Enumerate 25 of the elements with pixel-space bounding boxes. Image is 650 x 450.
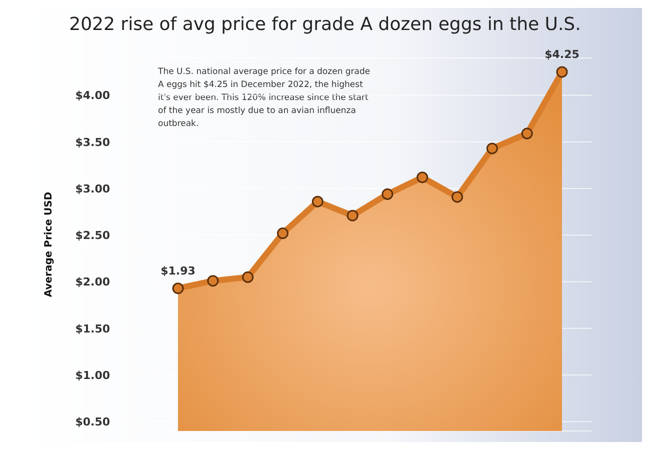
point (416, 172, 428, 184)
y-tick-label: $4.00 (75, 89, 110, 102)
point (276, 228, 288, 240)
point (172, 282, 184, 294)
y-tick-label: $3.50 (75, 136, 110, 149)
data-label: $4.25 (544, 48, 580, 61)
chart-title: 2022 rise of avg price for grade A dozen eggs in the U.S. (68, 14, 582, 35)
point (207, 275, 219, 287)
point (312, 196, 324, 208)
y-tick-label: $0.50 (75, 416, 110, 429)
point (486, 142, 498, 154)
y-tick-label: $2.00 (75, 276, 110, 289)
point (346, 210, 358, 222)
point (556, 66, 568, 78)
y-axis-title: Average Price USD (44, 192, 55, 298)
y-tick-label: $1.50 (75, 322, 110, 336)
point (382, 188, 394, 200)
data-label: $1.93 (160, 264, 196, 278)
point (521, 128, 533, 140)
annotation: The U.S. national average price for a dozen grade A eggs hit $4.25 in December 2022, the highest it's ever been. This 120% increase since the start of the year is mostly due to an avian influenza outbreak. (158, 66, 372, 131)
y-tick-label: $3.00 (75, 182, 110, 196)
point (242, 271, 254, 283)
y-tick-label: $2.50 (75, 229, 110, 242)
y-tick-label: $1.00 (75, 368, 110, 382)
point (452, 191, 464, 203)
